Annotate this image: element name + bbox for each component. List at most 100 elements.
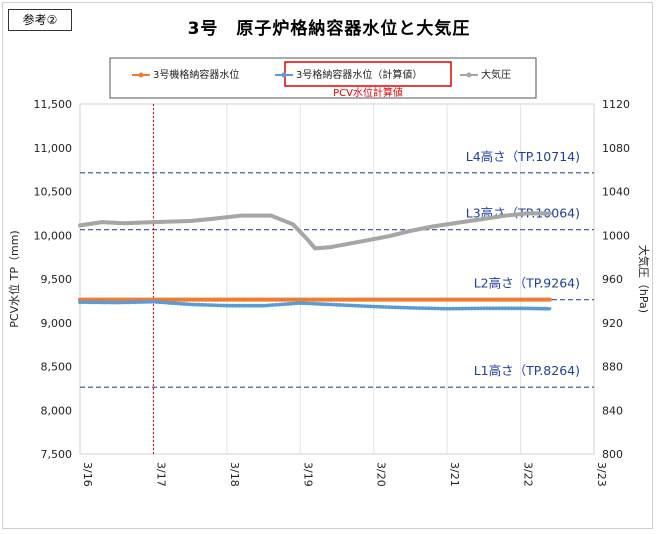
series-point [439, 297, 443, 302]
y2-tick-label: 1000 [602, 229, 630, 242]
series-point [463, 306, 468, 311]
legend-swatch-marker [138, 72, 144, 78]
series-point [280, 302, 284, 307]
series-point [185, 219, 189, 224]
y-tick-label: 8,500 [41, 361, 73, 374]
series-point [264, 303, 269, 308]
series-point [166, 219, 171, 224]
series-point [494, 297, 498, 302]
series-point [261, 303, 266, 308]
x-tick-label: 3/17 [154, 462, 167, 487]
x-tick-label: 3/20 [375, 462, 388, 487]
series-layer [78, 211, 552, 311]
series-point [243, 297, 248, 302]
series-point [350, 303, 355, 308]
series-point [249, 303, 254, 308]
legend-label: 3号機格納容器水位 [153, 68, 239, 81]
series-point [423, 306, 428, 311]
series-point [90, 300, 95, 305]
series-point [448, 306, 453, 311]
series-point [420, 306, 425, 311]
series-point [374, 304, 379, 309]
series-point [111, 300, 116, 305]
series-point [469, 297, 474, 302]
series-point [267, 297, 272, 302]
series-point [310, 297, 315, 302]
series-point [194, 302, 199, 307]
series-point [469, 306, 474, 311]
series-point [356, 303, 361, 308]
series-point [338, 303, 342, 307]
series-point [405, 305, 410, 310]
series-point [194, 297, 199, 302]
series-point [237, 297, 241, 302]
series-point [160, 300, 165, 305]
series-point [273, 297, 278, 302]
series-point [212, 297, 217, 302]
series-point [414, 306, 419, 310]
series-point [433, 306, 437, 311]
series-point [120, 297, 125, 302]
reference-badge: 参考② [8, 9, 72, 31]
series-point [123, 300, 128, 305]
axis-ticks: 3/16 3/17 3/18 3/19 3/20 3/21 3/22 3/23 7,500 8,0… [34, 98, 631, 487]
series-point [157, 220, 162, 224]
series-point [304, 297, 309, 302]
series-point [298, 297, 303, 302]
series-point [78, 300, 82, 305]
series-point [408, 305, 413, 310]
series-point [399, 305, 404, 310]
series-point [353, 297, 358, 302]
series-point [393, 305, 398, 310]
series-point [335, 302, 339, 307]
series-point [509, 306, 514, 311]
series-point [169, 219, 174, 224]
series-point [105, 300, 110, 305]
series-point [328, 297, 333, 302]
series-point [457, 306, 462, 311]
series-point [172, 301, 177, 306]
series-point [365, 304, 370, 309]
series-point [377, 297, 382, 302]
series-point [316, 297, 321, 302]
series-point [359, 304, 364, 308]
y2-tick-label: 1040 [602, 186, 630, 199]
series-point [102, 297, 107, 302]
plot-area [79, 103, 595, 455]
series-point [261, 297, 266, 302]
series-point [466, 306, 471, 311]
gridlines [152, 104, 522, 454]
series-point [185, 302, 189, 307]
series-point [481, 297, 486, 302]
series-point [151, 220, 156, 225]
highlight-note: PCV水位計算値 [333, 86, 403, 99]
series-point [497, 306, 502, 311]
series-point [433, 297, 437, 302]
series-point [292, 301, 297, 306]
series-point [96, 300, 101, 305]
series-point [224, 303, 229, 308]
y-axis-label: PCV水位 TP（mm) [7, 230, 21, 327]
y2-tick-label: 840 [602, 404, 623, 417]
series-point [90, 297, 95, 302]
series-point [319, 302, 324, 306]
series-point [206, 297, 211, 302]
series-point [182, 302, 186, 306]
series-point [439, 306, 443, 311]
series-point [237, 303, 241, 308]
series-point [301, 301, 306, 306]
x-tick-label: 3/18 [228, 462, 241, 487]
y2-tick-label: 1120 [602, 98, 630, 111]
series-point [353, 303, 358, 308]
series-point [451, 306, 456, 311]
series-point [454, 306, 459, 311]
series-point [249, 297, 254, 302]
series-point [341, 297, 346, 302]
series-point [197, 302, 202, 307]
series-point [215, 303, 220, 308]
series-point [179, 301, 183, 306]
y2-axis-label: 大気圧（hPa) [637, 245, 651, 313]
series-point [163, 219, 168, 224]
series-point [172, 219, 177, 224]
series-point [347, 297, 352, 302]
